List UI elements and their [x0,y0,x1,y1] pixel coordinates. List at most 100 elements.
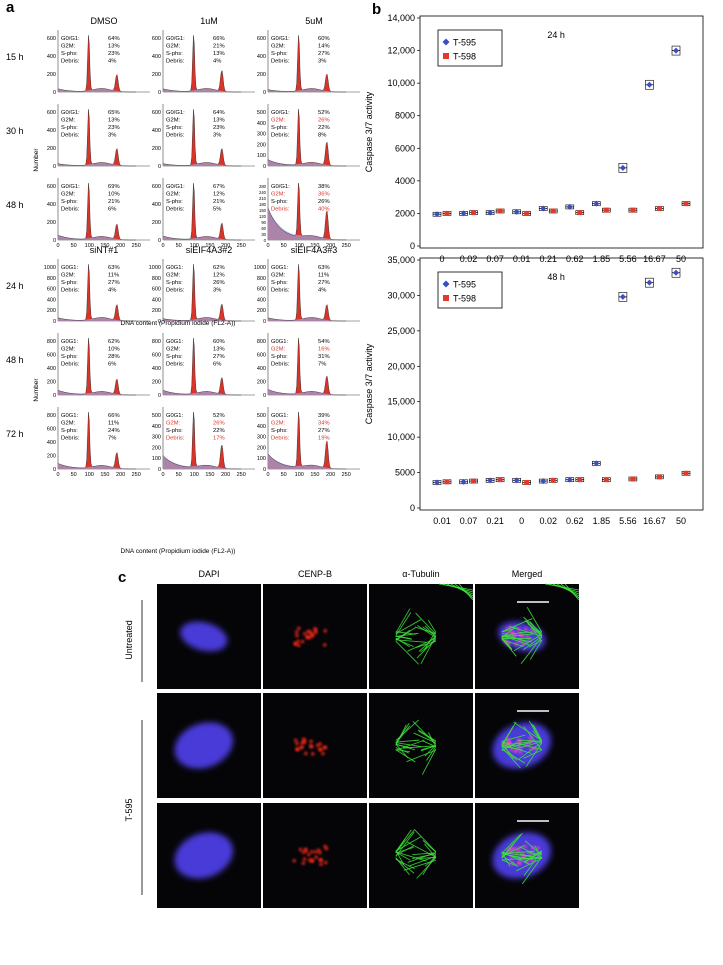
stat-value: 7% [108,436,116,442]
data-point [497,477,503,483]
data-point [513,477,520,484]
x-tick-label: 200 [221,243,230,249]
histogram-line [267,264,347,322]
stat-label: S-phs: [271,125,288,131]
microtubule-fiber [501,745,523,751]
microtubule-fiber [501,746,521,769]
panel-a-top-xlabel: DNA content (Propidium iodide (FL2-A)) [121,320,236,327]
dapi-signal [180,621,228,652]
y-tick-label: 120 [259,214,267,219]
y-tick-label: 600 [47,287,56,293]
stat-label: Debris: [166,59,185,65]
tile-background [263,584,367,689]
stat-value: 62% [108,339,120,345]
debris-fill [163,390,242,395]
y-tick-label: 400 [152,128,161,134]
centromere-spot [302,740,306,745]
y-tick-label: 600 [47,184,56,190]
histogram-line [162,338,242,396]
stat-label: S-phs: [271,51,288,57]
centromere-spot [311,752,315,756]
centromere-spot [296,639,300,644]
stat-value: 19% [318,436,330,442]
histogram-line [267,411,347,470]
x-tick-label: 0 [439,254,444,264]
debris-fill [268,453,347,469]
histogram-cell: 0 200 400 600 G0/G1: 64% G2M: 13% S-phs: 23% Debri… [152,104,255,170]
microtubule-fiber [501,850,535,854]
legend-label: T-595 [453,38,476,48]
debris-fill [58,463,137,469]
stat-value: 36% [318,192,330,198]
centromere-spot [302,857,307,861]
y-tick-label: 4000 [395,176,415,186]
centromere-spot [304,751,308,756]
stat-value: 12% [213,273,225,279]
x-tick-label: 50 [71,243,77,249]
y-tick-label: 800 [47,276,56,282]
y-tick-label: 15,000 [387,397,415,407]
y-tick-label: 600 [47,353,56,359]
chart-title: 48 h [547,272,565,282]
stat-value: 23% [108,51,120,57]
data-point [460,210,467,217]
microtubule-fiber [395,640,420,665]
y-tick-label: 600 [257,353,266,359]
centromere-spot [295,630,299,634]
histogram-line [162,109,242,167]
histogram-cell: 0 200 400 600 800 G0G1: 60% G2M: 13% S-phs: 27% Deb… [152,333,255,399]
stat-value: 27% [318,428,330,434]
centromere-spot [319,748,323,752]
data-point [434,211,440,218]
y-tick-label: 90 [261,220,266,225]
microtubule-fiber [413,732,436,744]
y-tick-label: 400 [152,424,161,430]
x-tick-label: 200 [326,243,335,249]
centromere-spot [303,632,307,636]
y-tick-label: 400 [47,297,56,303]
y-tick-label: 800 [257,339,266,345]
histogram-cell: 0 200 400 600 G0/G1: 66% G2M: 21% S-phs: 13% Debri… [152,30,255,96]
tile-background [369,803,473,908]
data-point [524,479,530,485]
debris-fill [163,236,242,240]
x-tick-label: 0.62 [566,254,584,264]
histogram-fill [58,264,137,321]
row-label: 48 h [6,200,24,210]
stat-label: G0G1: [166,339,183,345]
centromere-spot [323,643,327,647]
debris-fill [163,455,242,469]
centromere-spot [310,634,314,638]
stat-label: S-phs: [271,354,288,360]
x-tick-label: 0.21 [486,516,504,526]
centromere-spot [318,851,322,855]
stat-value: 54% [318,339,330,345]
x-tick-label: 200 [116,472,125,478]
stat-label: Debris: [61,436,80,442]
stat-label: G2M: [271,421,286,427]
histogram-cell: 0 200 400 600 800 1000 G0G1: 63% G2M: 11% S-phs: 27… [44,259,150,325]
y-tick-label: 800 [47,339,56,345]
stat-value: 60% [213,339,225,345]
y-tick-label: 0 [158,319,161,325]
histogram-cell: 0 200 400 600 800 G0G1: 54% G2M: 16% S-phs: 31% Deb… [257,333,360,399]
y-tick-label: 180 [259,202,267,207]
microtubule-fiber [534,845,543,859]
x-tick-label: 0 [161,472,164,478]
y-tick-label: 0 [53,164,56,170]
microtubule-fiber [427,619,437,633]
stat-label: G0/G1: [166,184,185,190]
microtubule-fiber [395,629,411,641]
microtubule-fiber [516,856,542,861]
microtubule-fiber [560,583,580,599]
data-point [593,460,600,467]
stat-label: G0G1: [271,339,288,345]
histogram-cell: 0 100 200 300 400 500 G0/G1: 52% G2M: 26% S-phs: 22… [257,104,360,170]
y-tick-label: 200 [47,454,56,460]
row-label: 72 h [6,429,24,439]
column-title: siNT#1 [90,245,119,255]
microtubule-fiber [395,723,410,744]
row-label: 48 h [6,355,24,365]
y-tick-label: 0 [158,393,161,399]
